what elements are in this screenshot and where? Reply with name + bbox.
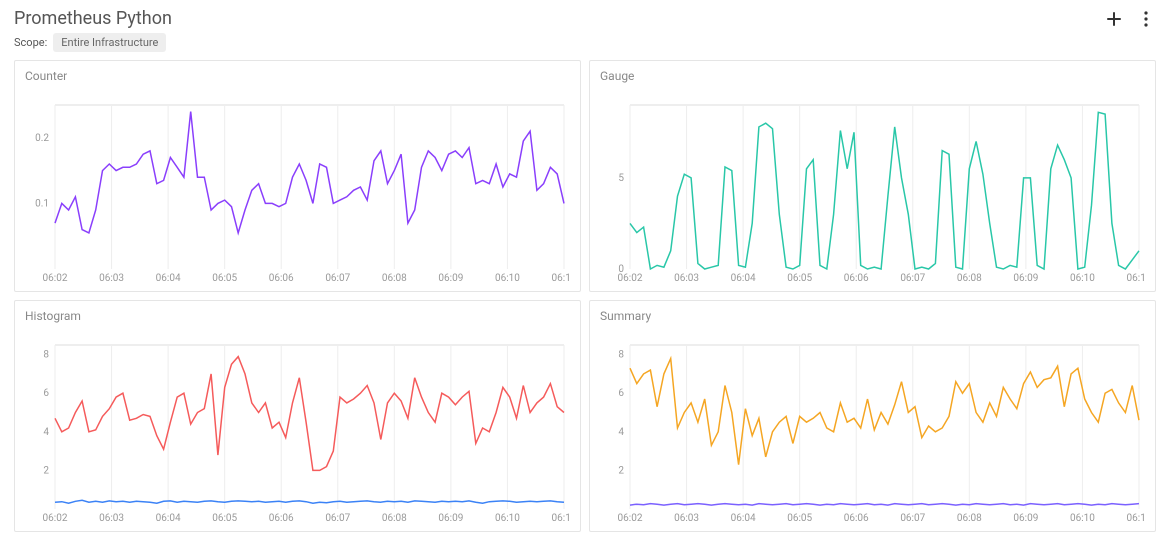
chart-gauge: 06:0206:0306:0406:0506:0606:0706:0806:09… [600,87,1145,287]
svg-text:8: 8 [618,350,624,361]
panel-summary[interactable]: Summary 06:0206:0306:0406:0506:0606:0706… [589,300,1156,532]
page-title: Prometheus Python [14,8,172,29]
panel-counter[interactable]: Counter 06:0206:0306:0406:0506:0606:0706… [14,60,581,292]
svg-text:06:06: 06:06 [269,273,294,284]
svg-text:06:06: 06:06 [844,273,869,284]
svg-text:2: 2 [618,465,624,476]
svg-text:06:09: 06:09 [1013,513,1038,524]
svg-text:06:03: 06:03 [99,273,124,284]
scope-label: Scope: [14,36,47,49]
svg-text:2: 2 [43,465,49,476]
scope-row: Scope: Entire Infrastructure [14,33,1156,52]
svg-text:06:09: 06:09 [438,273,463,284]
svg-text:06:04: 06:04 [731,513,756,524]
svg-text:06:05: 06:05 [787,273,812,284]
svg-text:06:09: 06:09 [438,513,463,524]
svg-text:06:10: 06:10 [1070,273,1095,284]
svg-text:06:08: 06:08 [957,273,982,284]
panel-grid: Counter 06:0206:0306:0406:0506:0606:0706… [14,60,1156,532]
svg-text:06:08: 06:08 [382,513,407,524]
svg-text:0.2: 0.2 [35,133,49,144]
panel-gauge[interactable]: Gauge 06:0206:0306:0406:0506:0606:0706:0… [589,60,1156,292]
svg-text:06:06: 06:06 [269,513,294,524]
panel-title-counter: Counter [25,69,570,83]
panel-title-summary: Summary [600,309,1145,323]
svg-text:4: 4 [618,427,624,438]
svg-text:06:11: 06:11 [552,513,570,524]
svg-text:06:08: 06:08 [957,513,982,524]
panel-title-histogram: Histogram [25,309,570,323]
svg-text:06:03: 06:03 [674,513,699,524]
svg-text:06:05: 06:05 [212,273,237,284]
svg-text:06:04: 06:04 [156,273,181,284]
svg-text:06:09: 06:09 [1013,273,1038,284]
svg-text:06:03: 06:03 [99,513,124,524]
svg-text:0: 0 [618,264,624,275]
svg-text:06:11: 06:11 [1127,273,1145,284]
svg-text:06:05: 06:05 [212,513,237,524]
svg-text:06:07: 06:07 [325,273,350,284]
more-icon[interactable] [1136,9,1156,29]
dashboard: Prometheus Python Scope: Entire Infrastr… [0,0,1170,540]
svg-text:4: 4 [43,427,49,438]
svg-text:6: 6 [43,388,49,399]
svg-text:5: 5 [618,173,624,184]
svg-text:06:11: 06:11 [1127,513,1145,524]
svg-text:06:02: 06:02 [618,513,643,524]
header-row: Prometheus Python [14,8,1156,29]
svg-text:06:10: 06:10 [495,513,520,524]
svg-text:06:11: 06:11 [552,273,570,284]
chart-counter: 06:02 06:03 06:04 06:05 06:06 06:07 06:08 06:09… [25,87,570,287]
svg-text:06:04: 06:04 [731,273,756,284]
chart-histogram: 06:02 06:03 06:04 06:05 06:06 06:07 06:08 06:09… [25,327,570,527]
panel-title-gauge: Gauge [600,69,1145,83]
svg-text:6: 6 [618,388,624,399]
svg-text:06:07: 06:07 [325,513,350,524]
svg-text:06:02: 06:02 [43,273,68,284]
scope-chip[interactable]: Entire Infrastructure [53,33,166,52]
svg-text:06:06: 06:06 [844,513,869,524]
svg-text:06:04: 06:04 [156,513,181,524]
panel-histogram[interactable]: Histogram 06:02 06:03 06:04 06:05 06:06 06:07… [14,300,581,532]
header-actions [1104,9,1156,29]
chart-summary: 06:02 06:03 06:04 06:05 06:06 06:07 06:08 06:09… [600,327,1145,527]
svg-text:06:10: 06:10 [1070,513,1095,524]
svg-text:0.1: 0.1 [35,198,49,209]
svg-text:06:02: 06:02 [43,513,68,524]
svg-text:06:05: 06:05 [787,513,812,524]
svg-text:06:10: 06:10 [495,273,520,284]
svg-text:06:08: 06:08 [382,273,407,284]
svg-text:06:07: 06:07 [900,513,925,524]
svg-text:8: 8 [43,350,49,361]
add-icon[interactable] [1104,9,1124,29]
svg-text:06:07: 06:07 [900,273,925,284]
svg-text:06:03: 06:03 [674,273,699,284]
